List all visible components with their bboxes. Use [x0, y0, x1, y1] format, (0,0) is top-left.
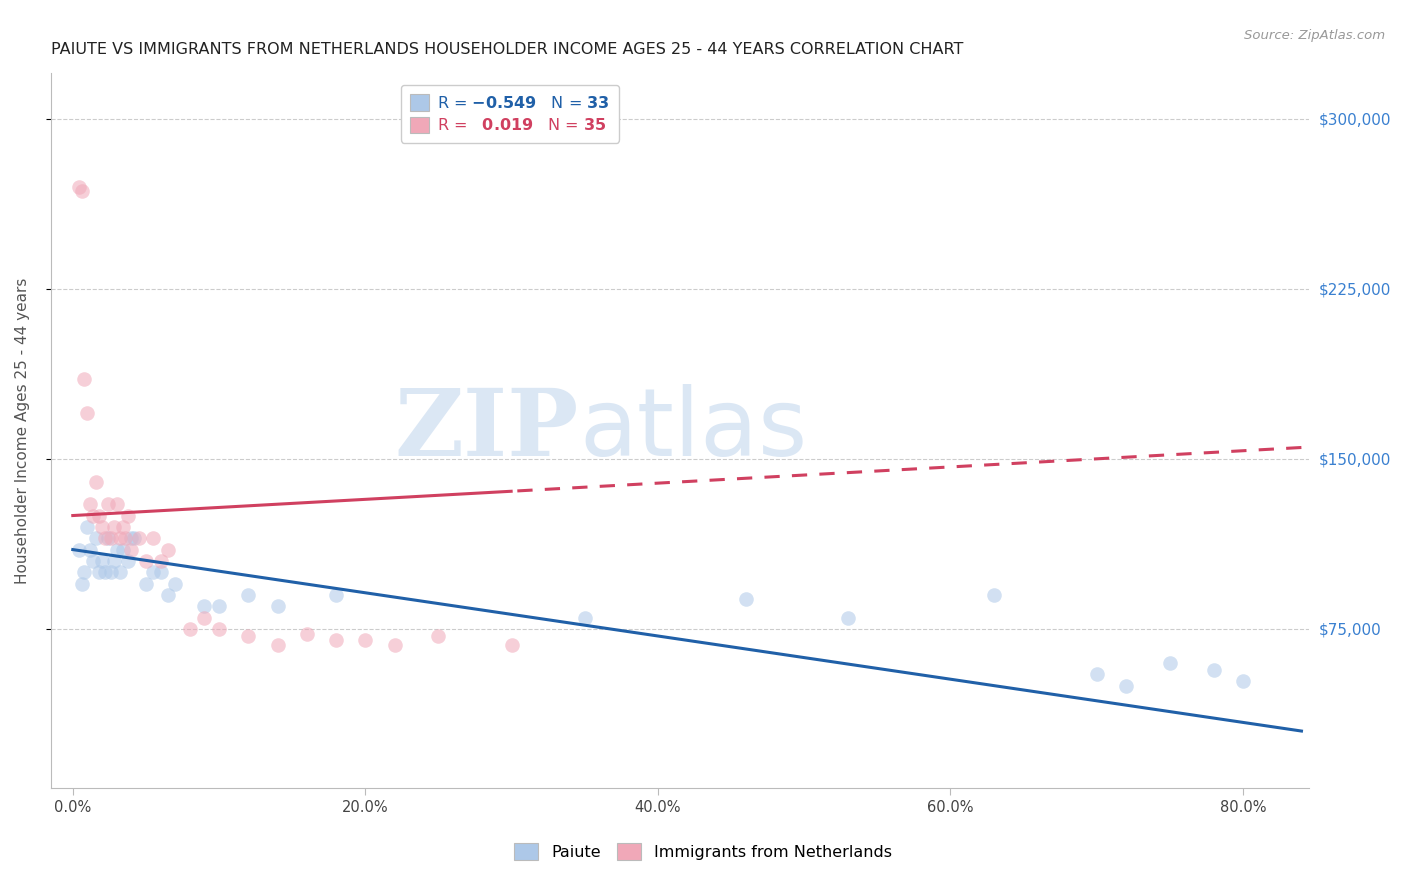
Point [79, 497, 101, 511]
Point [1159, 656, 1181, 670]
Point [100, 566, 122, 580]
Point [1115, 679, 1137, 693]
Point [108, 531, 131, 545]
Point [108, 566, 131, 580]
Point [165, 576, 187, 591]
Point [103, 554, 125, 568]
Text: atlas: atlas [579, 384, 807, 476]
Point [84, 475, 107, 489]
Point [1232, 674, 1254, 689]
Point [135, 576, 157, 591]
Point [111, 520, 134, 534]
Point [111, 542, 134, 557]
Point [193, 599, 215, 614]
Point [325, 633, 347, 648]
Point [179, 622, 201, 636]
Legend: Paiute, Immigrants from Netherlands: Paiute, Immigrants from Netherlands [506, 836, 900, 868]
Point [70, 184, 93, 198]
Point [156, 588, 179, 602]
Point [73, 372, 96, 386]
Point [149, 554, 172, 568]
Point [120, 531, 142, 545]
Point [120, 542, 142, 557]
Point [238, 588, 260, 602]
Point [837, 610, 859, 624]
Point [574, 610, 596, 624]
Point [142, 566, 165, 580]
Point [501, 638, 523, 652]
Point [91, 520, 114, 534]
Point [103, 520, 125, 534]
Point [87, 508, 110, 523]
Point [266, 599, 288, 614]
Text: Source: ZipAtlas.com: Source: ZipAtlas.com [1244, 29, 1385, 42]
Point [82, 554, 104, 568]
Point [384, 638, 406, 652]
Point [67, 542, 90, 557]
Point [73, 566, 96, 580]
Point [82, 508, 104, 523]
Point [983, 588, 1005, 602]
Point [76, 407, 98, 421]
Point [427, 629, 450, 643]
Point [156, 542, 179, 557]
Point [67, 179, 90, 194]
Y-axis label: Householder Income Ages 25 - 44 years: Householder Income Ages 25 - 44 years [15, 277, 30, 583]
Point [128, 531, 150, 545]
Point [122, 531, 145, 545]
Point [117, 554, 139, 568]
Text: PAIUTE VS IMMIGRANTS FROM NETHERLANDS HOUSEHOLDER INCOME AGES 25 - 44 YEARS CORR: PAIUTE VS IMMIGRANTS FROM NETHERLANDS HO… [51, 42, 963, 57]
Point [266, 638, 288, 652]
Point [295, 626, 318, 640]
Point [734, 592, 756, 607]
Point [135, 554, 157, 568]
Legend: R = $\mathbf{-0.549}$   N = $\mathbf{33}$, R =   $\mathbf{0.019}$   N = $\mathbf: R = $\mathbf{-0.549}$ N = $\mathbf{33}$,… [401, 85, 620, 143]
Text: ZIP: ZIP [395, 385, 579, 475]
Point [208, 622, 231, 636]
Point [105, 497, 128, 511]
Point [114, 531, 136, 545]
Point [117, 508, 139, 523]
Point [105, 542, 128, 557]
Point [79, 542, 101, 557]
Point [94, 531, 117, 545]
Point [354, 633, 377, 648]
Point [1202, 663, 1225, 677]
Point [100, 531, 122, 545]
Point [325, 588, 347, 602]
Point [149, 566, 172, 580]
Point [238, 629, 260, 643]
Point [94, 566, 117, 580]
Point [84, 531, 107, 545]
Point [142, 531, 165, 545]
Point [97, 531, 120, 545]
Point [208, 599, 231, 614]
Point [91, 554, 114, 568]
Point [97, 497, 120, 511]
Point [87, 566, 110, 580]
Point [70, 576, 93, 591]
Point [1085, 667, 1108, 681]
Point [193, 610, 215, 624]
Point [76, 520, 98, 534]
